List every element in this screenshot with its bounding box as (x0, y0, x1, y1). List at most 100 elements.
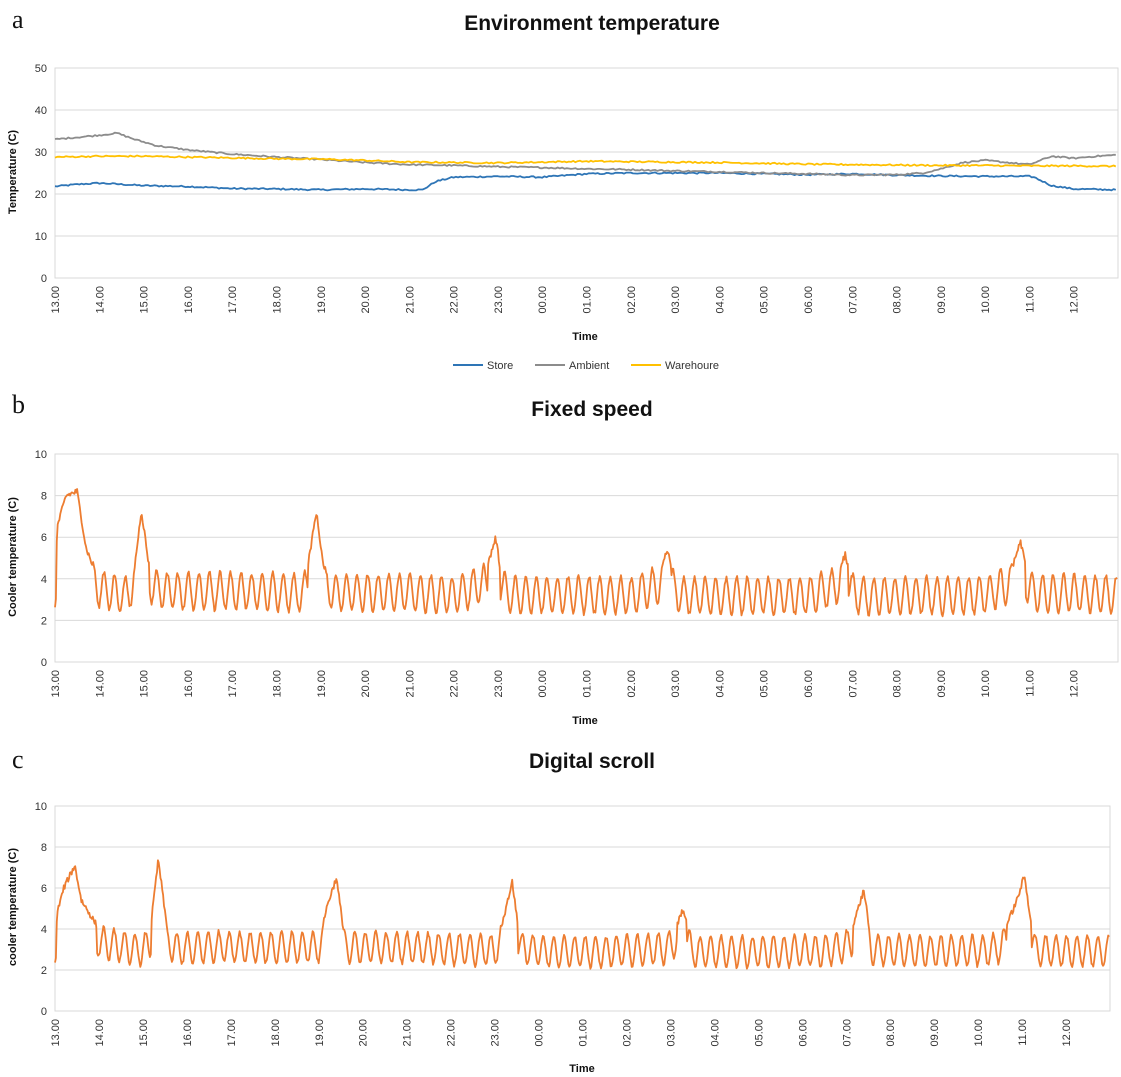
x-tick-label: 04.00 (714, 286, 726, 314)
x-tick-label: 02.00 (621, 1019, 633, 1047)
x-tick-label: 17.00 (226, 1019, 238, 1047)
chart-panel-a: 0 10 20 30 40 50 13.00 14.00 15.00 16.00 17.00 18.0… (35, 63, 1119, 314)
y-tick-label: 0 (41, 1006, 47, 1018)
y-tick-label: 10 (35, 449, 47, 461)
x-tick-label: 22.00 (449, 286, 461, 314)
chart-title-b: Fixed speed (531, 398, 652, 421)
x-tick-label: 06.00 (803, 670, 815, 698)
x-tick-label: 12.00 (1061, 1019, 1073, 1047)
x-tick-label: 08.00 (892, 670, 904, 698)
x-tick-label: 05.00 (759, 286, 771, 314)
x-tick-label: 12.00 (1069, 670, 1081, 698)
x-tick-label: 09.00 (936, 286, 948, 314)
x-tick-label: 06.00 (803, 286, 815, 314)
x-tick-label: 11.00 (1017, 1019, 1029, 1046)
x-tick-label: 14.00 (94, 670, 106, 698)
x-tick-label: 05.00 (759, 670, 771, 698)
x-tick-label: 15.00 (139, 286, 151, 314)
chart-panel-b: 0 2 4 6 8 10 13.00 14.00 15.00 16.00 17.00 18.00 19.… (35, 449, 1119, 698)
y-tick-label: 10 (35, 231, 47, 243)
y-tick-label: 50 (35, 63, 47, 75)
y-tick-label: 40 (35, 105, 47, 117)
panel-letter-b: b (12, 390, 25, 419)
x-tick-label: 22.00 (446, 1019, 458, 1047)
x-tick-label: 00.00 (534, 1019, 546, 1047)
legend-label-ambient: Ambient (569, 360, 609, 372)
x-axis-label-a: Time (572, 331, 597, 343)
y-tick-label: 20 (35, 189, 47, 201)
legend: Store Ambient Warehoure (453, 360, 719, 372)
x-tick-label: 07.00 (847, 670, 859, 698)
y-tick-label: 4 (41, 924, 47, 936)
y-tick-label: 2 (41, 965, 47, 977)
x-tick-label: 14.00 (94, 1019, 106, 1047)
x-tick-label: 15.00 (138, 1019, 150, 1047)
x-tick-label: 18.00 (270, 1019, 282, 1047)
x-tick-label: 07.00 (847, 286, 859, 314)
x-tick-label: 21.00 (404, 286, 416, 314)
y-axis-label-a: Temperature (C) (7, 130, 19, 214)
panel-letter-a: a (12, 5, 24, 34)
x-tick-label: 06.00 (797, 1019, 809, 1047)
y-tick-label: 10 (35, 801, 47, 813)
x-tick-label: 19.00 (316, 670, 328, 698)
y-axis-label-b: Cooler temperature (C) (7, 497, 19, 617)
x-tick-label: 04.00 (714, 670, 726, 698)
series-warehoure-line (54, 154, 1117, 168)
x-tick-label: 03.00 (665, 1019, 677, 1047)
legend-label-store: Store (487, 360, 513, 372)
x-tick-label: 16.00 (183, 670, 195, 698)
x-tick-label: 10.00 (980, 670, 992, 698)
x-tick-label: 01.00 (582, 286, 594, 314)
x-tick-label: 23.00 (490, 1019, 502, 1047)
y-tick-label: 8 (41, 842, 47, 854)
x-tick-label: 20.00 (358, 1019, 370, 1047)
x-tick-label: 23.00 (493, 670, 505, 698)
series-ambient-line (54, 131, 1116, 177)
x-tick-label: 02.00 (626, 286, 638, 314)
x-tick-label: 19.00 (314, 1019, 326, 1047)
x-tick-label: 18.00 (271, 286, 283, 314)
plot-frame (54, 453, 1119, 663)
x-tick-label: 09.00 (936, 670, 948, 698)
series-cooler-temperature-line (54, 488, 1118, 618)
x-tick-label: 22.00 (449, 670, 461, 698)
x-tick-label: 00.00 (537, 286, 549, 314)
x-axis-label-c: Time (569, 1063, 594, 1075)
x-tick-label: 04.00 (709, 1019, 721, 1047)
x-tick-label: 11.00 (1024, 670, 1036, 697)
x-tick-label: 20.00 (360, 670, 372, 698)
x-tick-label: 23.00 (493, 286, 505, 314)
x-tick-label: 16.00 (182, 1019, 194, 1047)
x-tick-label: 08.00 (885, 1019, 897, 1047)
x-tick-label: 21.00 (404, 670, 416, 698)
y-tick-label: 0 (41, 657, 47, 669)
x-tick-label: 07.00 (841, 1019, 853, 1047)
x-tick-label: 10.00 (973, 1019, 985, 1047)
x-tick-label: 14.00 (94, 286, 106, 314)
x-tick-label: 12.00 (1069, 286, 1081, 314)
x-tick-label: 16.00 (183, 286, 195, 314)
x-tick-label: 00.00 (537, 670, 549, 698)
chart-title-c: Digital scroll (529, 750, 655, 773)
x-tick-label: 20.00 (360, 286, 372, 314)
x-tick-label: 01.00 (582, 670, 594, 698)
x-tick-label: 03.00 (670, 670, 682, 698)
x-tick-label: 13.00 (50, 286, 62, 314)
y-tick-label: 30 (35, 147, 47, 159)
y-tick-label: 2 (41, 615, 47, 627)
legend-label-warehouse: Warehoure (665, 360, 719, 372)
x-axis-label-b: Time (572, 715, 597, 727)
x-tick-label: 13.00 (50, 670, 62, 698)
series-store-line (54, 171, 1117, 192)
x-tick-label: 15.00 (139, 670, 151, 698)
x-tick-label: 11.00 (1024, 286, 1036, 313)
chart-title-a: Environment temperature (464, 12, 720, 35)
x-tick-label: 17.00 (227, 670, 239, 698)
x-tick-label: 19.00 (316, 286, 328, 314)
chart-panel-c: 0 2 4 6 8 10 13.00 14.00 15.00 16.00 17.00 18.00 19.… (35, 801, 1111, 1047)
y-tick-label: 8 (41, 491, 47, 503)
y-tick-label: 0 (41, 273, 47, 285)
